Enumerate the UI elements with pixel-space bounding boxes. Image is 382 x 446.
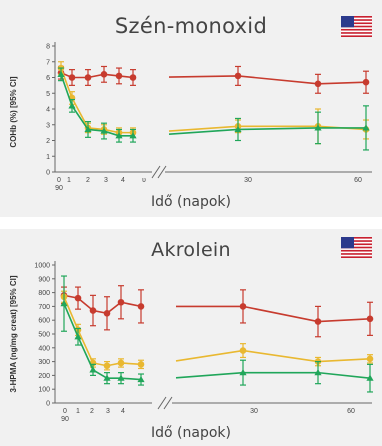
red-data-point <box>314 318 322 325</box>
green-data-point <box>362 124 370 131</box>
green-data-point <box>84 125 92 133</box>
y-tick-label: 1 <box>46 154 50 161</box>
y-tick-label: 500 <box>38 332 50 339</box>
green-data-point <box>60 300 68 307</box>
red-data-point <box>366 315 374 323</box>
x-tick-label: 2 <box>90 408 94 415</box>
green-data-point <box>68 102 76 109</box>
chart-title: Akrolein <box>151 239 231 261</box>
red-data-point <box>362 78 370 86</box>
red-data-point <box>68 74 76 81</box>
x-tick-label: 3 <box>106 408 110 415</box>
y-tick-label: 8 <box>46 44 50 51</box>
green-data-point <box>115 132 123 139</box>
y-tick-label: 300 <box>38 359 50 366</box>
y-tick-label: 3 <box>46 122 50 129</box>
y-tick-label: 5 <box>46 91 50 98</box>
yellow-data-point <box>366 355 374 363</box>
axis-break-mark <box>157 396 173 410</box>
green-data-point <box>234 125 242 133</box>
y-tick-label: 100 <box>38 387 50 394</box>
green-data-point <box>100 127 108 134</box>
y-tick-label: 600 <box>38 318 50 325</box>
green-data-point <box>57 70 65 77</box>
x-tick-label: 4 <box>121 408 125 415</box>
x-tick-label-secondary: 90 <box>61 416 69 423</box>
red-data-point <box>115 72 123 80</box>
red-data-point <box>314 80 322 88</box>
red-data-point <box>234 72 242 80</box>
y-tick-label: 7 <box>46 59 50 66</box>
green-series-line <box>63 303 142 381</box>
x-tick-label: 3 <box>104 177 108 184</box>
x-tick-label: 0 <box>63 408 67 415</box>
x-tick-label-secondary: 90 <box>55 185 63 192</box>
yellow-data-point <box>117 359 125 367</box>
green-data-point <box>74 333 82 340</box>
green-data-point <box>89 366 97 373</box>
red-data-point <box>89 307 97 314</box>
x-tick-label: 4 <box>121 177 125 184</box>
chart-title: Szén-monoxid <box>114 14 268 38</box>
red-data-point <box>100 71 108 78</box>
x-tick-label: 30 <box>244 177 252 184</box>
green-data-point <box>239 369 247 376</box>
y-axis-label: COHb (%) [95% CI] <box>9 76 18 147</box>
y-tick-label: 0 <box>46 170 50 177</box>
x-tick-label: ʋ <box>142 177 146 184</box>
x-axis-label: Idő (napok) <box>151 425 231 441</box>
green-data-point <box>314 369 322 376</box>
red-data-point <box>117 298 125 306</box>
green-data-point <box>129 132 137 139</box>
red-data-point <box>84 74 92 81</box>
yellow-data-point <box>137 361 145 368</box>
green-data-point <box>103 374 111 381</box>
y-tick-label: 200 <box>38 373 50 380</box>
red-data-point <box>103 310 111 317</box>
y-axis-label: 3-HPMA (ng/mg creat) [95% CI] <box>9 275 18 392</box>
green-series-line <box>168 127 366 135</box>
y-tick-label: 6 <box>46 75 50 82</box>
y-tick-label: 900 <box>38 276 50 283</box>
axis-break-mark <box>151 165 167 179</box>
green-series-line <box>60 74 133 137</box>
green-series-line <box>175 371 371 379</box>
yellow-data-point <box>103 362 111 370</box>
red-data-point <box>74 294 82 302</box>
x-tick-label: 60 <box>347 408 355 415</box>
red-data-point <box>239 303 247 310</box>
x-tick-label: 1 <box>76 408 80 415</box>
x-tick-label: 1 <box>67 177 71 184</box>
red-series-line <box>176 305 371 323</box>
chart-panel-acrolein: Akrolein 0 100 200 300 400 500 600 700 800 900 100… <box>0 229 382 446</box>
y-tick-label: 4 <box>46 107 50 114</box>
x-tick-label: 2 <box>86 177 90 184</box>
green-data-point <box>314 124 322 131</box>
us-flag-icon <box>341 16 372 37</box>
y-tick-label: 700 <box>38 304 50 311</box>
yellow-data-point <box>239 347 247 354</box>
us-flag-icon <box>341 237 372 258</box>
green-data-point <box>137 375 145 383</box>
red-data-point <box>129 74 137 81</box>
chart-panel-carbon-monoxide: Szén-monoxid 0 1 2 3 4 5 6 7 8 COHb (%) [95% CI] 0… <box>0 0 382 217</box>
y-tick-label: 400 <box>38 345 50 352</box>
red-series-line <box>168 75 367 85</box>
green-data-point <box>117 374 125 381</box>
y-tick-label: 800 <box>38 290 50 297</box>
x-tick-label: 60 <box>354 177 362 184</box>
x-tick-label: 0 <box>57 177 61 184</box>
x-axis-label: Idő (napok) <box>151 194 231 210</box>
red-data-point <box>137 303 145 310</box>
y-tick-label: 2 <box>46 138 50 145</box>
green-data-point <box>366 374 374 381</box>
y-tick-label: 0 <box>46 401 50 408</box>
x-tick-label: 30 <box>250 408 258 415</box>
yellow-series-line <box>175 349 371 363</box>
y-tick-label: 1000 <box>34 263 50 270</box>
